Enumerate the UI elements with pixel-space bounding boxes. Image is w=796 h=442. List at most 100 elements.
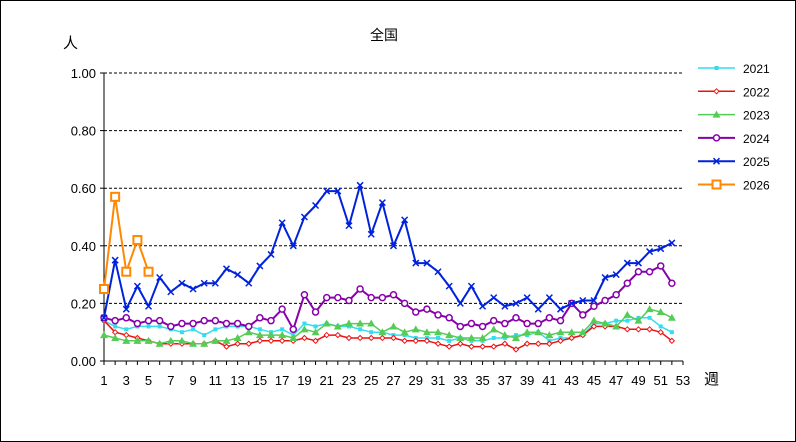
data-point-2021 xyxy=(358,327,363,332)
x-tick-label: 45 xyxy=(587,373,601,388)
data-point-2025 xyxy=(445,282,453,290)
data-point-2024 xyxy=(122,314,131,322)
x-tick-label: 1 xyxy=(100,373,107,388)
data-point-2025 xyxy=(167,288,175,296)
data-point-2023 xyxy=(133,336,142,344)
x-tick-label: 5 xyxy=(145,373,152,388)
data-point-2022 xyxy=(267,337,275,345)
data-point-2022 xyxy=(379,334,386,342)
legend-item-2026: 2026 xyxy=(698,179,770,193)
data-point-2024 xyxy=(389,291,398,299)
data-point-2023 xyxy=(556,328,565,336)
data-point-2024 xyxy=(623,279,632,287)
x-tick-label: 25 xyxy=(364,373,378,388)
series-line-2023 xyxy=(103,308,673,345)
x-axis-unit: 週 xyxy=(704,370,719,388)
legend: 2021 2022 2023 2024 2025 2026 xyxy=(698,62,770,193)
data-point-2024 xyxy=(512,314,520,322)
data-point-2024 xyxy=(311,308,320,316)
data-point-2022 xyxy=(234,340,241,347)
data-point-2022 xyxy=(557,337,564,345)
x-tick-label: 37 xyxy=(498,373,512,388)
data-point-2022 xyxy=(657,328,664,336)
data-point-2021 xyxy=(257,327,262,332)
data-point-2023 xyxy=(511,333,520,341)
data-point-2023 xyxy=(177,336,186,344)
data-point-2023 xyxy=(645,305,654,313)
y-tick-label: 0.60 xyxy=(71,181,96,196)
y-tick-label: 0.20 xyxy=(71,296,96,311)
data-point-2021 xyxy=(113,324,118,329)
data-point-2025 xyxy=(222,265,231,273)
legend-label: 2025 xyxy=(743,155,770,169)
data-point-2025 xyxy=(100,314,108,322)
data-point-2021 xyxy=(191,327,196,332)
data-point-2025 xyxy=(612,271,620,279)
data-point-2024 xyxy=(300,291,309,299)
x-tick-label: 35 xyxy=(475,373,489,388)
data-point-2025 xyxy=(356,181,364,189)
data-point-2021 xyxy=(213,327,218,332)
data-point-2022 xyxy=(323,331,330,339)
data-point-2025 xyxy=(401,216,409,224)
data-point-2023 xyxy=(656,308,665,316)
x-tick-label: 51 xyxy=(653,373,667,388)
x-tick-label: 15 xyxy=(253,373,267,388)
data-point-2025 xyxy=(634,259,642,267)
data-point-2025 xyxy=(534,305,542,313)
data-point-2025 xyxy=(323,187,331,195)
data-point-2023 xyxy=(578,328,587,336)
data-point-2024 xyxy=(289,325,298,334)
data-point-2024 xyxy=(634,267,643,276)
legend-item-2023: 2023 xyxy=(698,109,770,123)
data-point-2024 xyxy=(434,311,442,319)
data-point-2021 xyxy=(124,327,129,332)
data-point-2024 xyxy=(256,314,264,322)
legend-label: 2026 xyxy=(743,179,770,193)
data-point-2024 xyxy=(645,267,654,276)
data-point-2025 xyxy=(245,279,253,287)
data-point-2022 xyxy=(434,340,442,347)
data-point-2025 xyxy=(523,294,531,302)
data-point-2026 xyxy=(110,191,121,202)
data-point-2022 xyxy=(401,337,408,345)
data-point-2024 xyxy=(534,319,542,328)
series-2023 xyxy=(100,305,676,347)
data-point-2025 xyxy=(312,201,320,210)
x-tick-label: 23 xyxy=(342,373,356,388)
data-point-2023 xyxy=(144,336,153,344)
data-point-2023 xyxy=(289,333,298,341)
x-tick-label: 17 xyxy=(275,373,289,388)
legend-swatch-marker xyxy=(712,110,721,118)
data-point-2023 xyxy=(400,328,409,336)
data-point-2023 xyxy=(523,328,532,336)
data-point-2024 xyxy=(345,296,353,305)
data-point-2022 xyxy=(546,340,553,347)
data-point-2023 xyxy=(434,328,443,336)
data-point-2022 xyxy=(423,337,431,345)
data-point-2023 xyxy=(411,325,420,333)
x-tick-label: 43 xyxy=(564,373,578,388)
data-point-2021 xyxy=(625,318,630,323)
data-point-2022 xyxy=(512,346,520,353)
data-point-2025 xyxy=(133,282,141,290)
data-point-2025 xyxy=(590,296,598,305)
data-point-2021 xyxy=(280,327,285,332)
legend-label: 2024 xyxy=(743,132,770,146)
x-tick-label: 31 xyxy=(431,373,445,388)
data-point-2024 xyxy=(189,319,197,328)
data-point-2022 xyxy=(390,334,397,342)
data-point-2025 xyxy=(412,259,420,267)
legend-swatch-marker xyxy=(712,157,721,165)
y-tick-label: 0.00 xyxy=(71,354,96,369)
legend-swatch-marker xyxy=(714,66,719,70)
data-point-2024 xyxy=(412,308,420,316)
data-point-2025 xyxy=(378,199,386,207)
x-tick-label: 7 xyxy=(167,373,174,388)
series-line-2024 xyxy=(103,265,673,331)
data-point-2022 xyxy=(345,334,353,342)
data-point-2022 xyxy=(535,340,542,347)
data-point-2025 xyxy=(434,268,442,276)
data-point-2024 xyxy=(523,319,531,328)
